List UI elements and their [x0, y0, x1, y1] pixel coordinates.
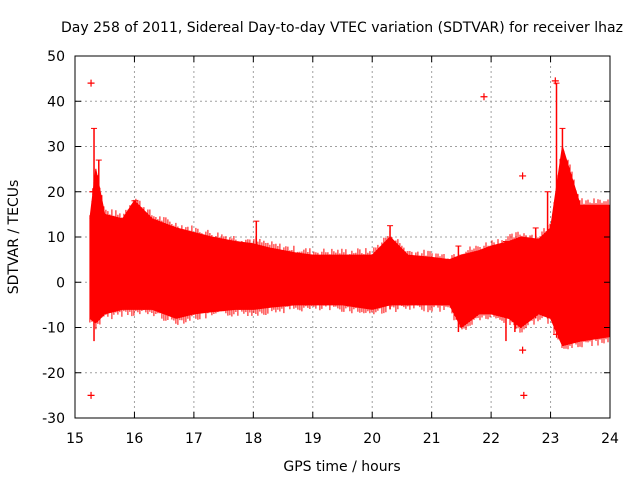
x-tick-label: 17	[185, 431, 203, 447]
sdtvar-series	[87, 77, 610, 399]
x-tick-label: 15	[66, 431, 84, 447]
x-tick-label: 18	[244, 431, 262, 447]
y-tick-label: 0	[56, 275, 65, 291]
x-tick-label: 19	[304, 431, 322, 447]
y-tick-label: -10	[42, 321, 65, 337]
y-tick-label: 50	[47, 49, 65, 65]
series-point	[553, 330, 560, 338]
series-point	[520, 391, 528, 399]
y-tick-label: 20	[47, 185, 65, 201]
chart-title: Day 258 of 2011, Sidereal Day-to-day VTE…	[61, 20, 623, 36]
x-tick-label: 24	[601, 431, 619, 447]
x-tick-label: 20	[363, 431, 381, 447]
y-axis-ticks: -30 -20 -10 0 10 20 30 40 50	[42, 49, 610, 427]
series-point	[519, 346, 527, 354]
series-point	[480, 93, 488, 101]
series-point	[89, 188, 97, 196]
x-tick-label: 22	[482, 431, 500, 447]
series-point	[87, 391, 95, 399]
series-point	[87, 79, 95, 87]
series-point	[519, 172, 527, 180]
y-tick-label: -30	[42, 411, 65, 427]
y-tick-label: -20	[42, 366, 65, 382]
x-axis-ticks: 15 16 17 18 19 20 21 22 23 24	[66, 56, 619, 447]
series-point	[551, 77, 559, 85]
x-axis-label: GPS time / hours	[283, 459, 400, 475]
y-tick-label: 10	[47, 230, 65, 246]
x-tick-label: 16	[126, 431, 144, 447]
x-tick-label: 21	[423, 431, 441, 447]
x-tick-label: 23	[542, 431, 560, 447]
y-axis-label: SDTVAR / TECUs	[6, 180, 22, 295]
y-tick-label: 30	[47, 140, 65, 156]
y-tick-label: 40	[47, 94, 65, 110]
